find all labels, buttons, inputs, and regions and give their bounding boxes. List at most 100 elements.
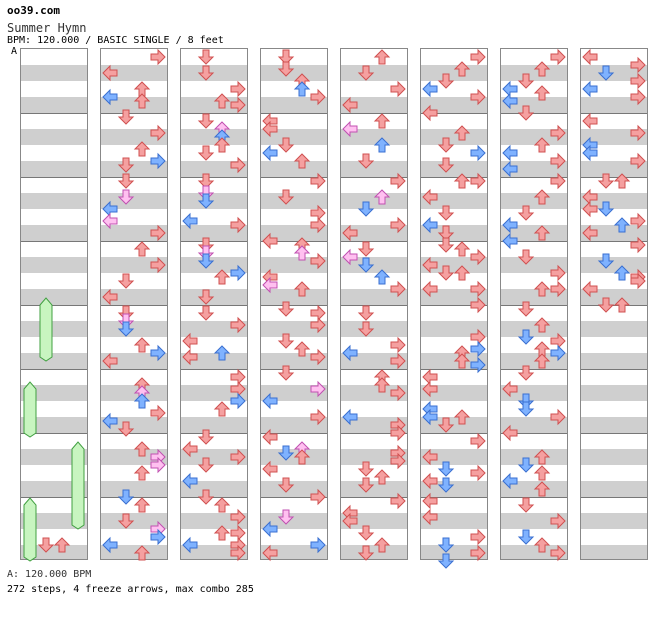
footer-stats: 272 steps, 4 freeze arrows, max combo 28… — [7, 584, 254, 595]
down-arrow-icon — [517, 457, 535, 473]
down-arrow-icon — [357, 305, 375, 321]
down-arrow-icon — [197, 173, 215, 189]
left-arrow-icon — [262, 428, 278, 446]
right-arrow-icon — [230, 216, 246, 234]
measure-line — [261, 497, 327, 498]
down-arrow-icon — [197, 193, 215, 209]
down-arrow-icon — [197, 49, 215, 65]
measure-line — [581, 433, 647, 434]
left-arrow-icon — [422, 216, 438, 234]
left-arrow-icon — [342, 512, 358, 530]
left-arrow-icon — [102, 212, 118, 230]
freeze-arrow — [23, 497, 37, 562]
down-arrow-icon — [117, 189, 135, 205]
right-arrow-icon — [310, 88, 326, 106]
down-arrow-icon — [437, 205, 455, 221]
measure-line — [501, 177, 567, 178]
measure-line — [181, 241, 247, 242]
measure-line — [421, 497, 487, 498]
up-arrow-icon — [373, 49, 391, 65]
chart-subtitle: BPM: 120.000 / BASIC SINGLE / 8 feet — [7, 35, 224, 46]
left-arrow-icon — [422, 380, 438, 398]
up-arrow-icon — [293, 81, 311, 97]
up-arrow-icon — [133, 241, 151, 257]
measure-line — [341, 497, 407, 498]
right-arrow-icon — [390, 424, 406, 442]
up-arrow-icon — [453, 353, 471, 369]
down-arrow-icon — [277, 365, 295, 381]
down-arrow-icon — [437, 237, 455, 253]
up-arrow-icon — [533, 281, 551, 297]
up-arrow-icon — [133, 393, 151, 409]
right-arrow-icon — [550, 512, 566, 530]
down-arrow-icon — [437, 73, 455, 89]
up-arrow-icon — [293, 449, 311, 465]
left-arrow-icon — [102, 64, 118, 82]
left-arrow-icon — [182, 348, 198, 366]
measure-line — [101, 113, 167, 114]
left-arrow-icon — [502, 424, 518, 442]
up-arrow-icon — [533, 465, 551, 481]
measure-line — [341, 369, 407, 370]
down-arrow-icon — [597, 65, 615, 81]
notes-layer — [422, 48, 486, 569]
footer-bpm: A: 120.000 BPM — [7, 569, 92, 580]
up-arrow-icon — [133, 441, 151, 457]
up-arrow-icon — [133, 465, 151, 481]
left-arrow-icon — [182, 212, 198, 230]
up-arrow-icon — [533, 189, 551, 205]
down-arrow-icon — [277, 137, 295, 153]
right-arrow-icon — [230, 448, 246, 466]
measure-line — [101, 369, 167, 370]
right-arrow-icon — [310, 488, 326, 506]
right-arrow-icon — [390, 216, 406, 234]
down-arrow-icon — [197, 145, 215, 161]
measure-line — [21, 241, 87, 242]
measure-line — [181, 177, 247, 178]
left-arrow-icon — [262, 392, 278, 410]
down-arrow-icon — [197, 253, 215, 269]
down-arrow-icon — [437, 157, 455, 173]
measure-line — [181, 305, 247, 306]
measure-line — [581, 241, 647, 242]
left-arrow-icon — [422, 104, 438, 122]
up-arrow-icon — [133, 545, 151, 561]
right-arrow-icon — [150, 224, 166, 242]
right-arrow-icon — [230, 392, 246, 410]
up-arrow-icon — [133, 93, 151, 109]
up-arrow-icon — [293, 281, 311, 297]
up-arrow-icon — [533, 353, 551, 369]
down-arrow-icon — [517, 329, 535, 345]
up-arrow-icon — [213, 401, 231, 417]
left-arrow-icon — [342, 408, 358, 426]
left-arrow-icon — [422, 408, 438, 426]
right-arrow-icon — [550, 152, 566, 170]
right-arrow-icon — [630, 236, 646, 254]
up-arrow-icon — [533, 481, 551, 497]
down-arrow-icon — [437, 417, 455, 433]
down-arrow-icon — [277, 301, 295, 317]
down-arrow-icon — [517, 497, 535, 513]
up-arrow-icon — [133, 497, 151, 513]
measure-line — [21, 113, 87, 114]
left-arrow-icon — [502, 380, 518, 398]
right-arrow-icon — [470, 340, 486, 358]
measure-line — [261, 305, 327, 306]
left-arrow-icon — [262, 144, 278, 162]
left-arrow-icon — [502, 216, 518, 234]
measure-line — [101, 305, 167, 306]
down-arrow-icon — [517, 301, 535, 317]
down-arrow-icon — [277, 61, 295, 77]
right-arrow-icon — [390, 80, 406, 98]
up-arrow-icon — [533, 137, 551, 153]
right-arrow-icon — [150, 404, 166, 422]
down-arrow-icon — [517, 205, 535, 221]
measure-line — [341, 305, 407, 306]
left-arrow-icon — [102, 88, 118, 106]
down-arrow-icon — [117, 157, 135, 173]
measure-line — [261, 241, 327, 242]
left-arrow-icon — [262, 520, 278, 538]
down-arrow-icon — [597, 173, 615, 189]
left-arrow-icon — [182, 440, 198, 458]
down-arrow-icon — [517, 73, 535, 89]
